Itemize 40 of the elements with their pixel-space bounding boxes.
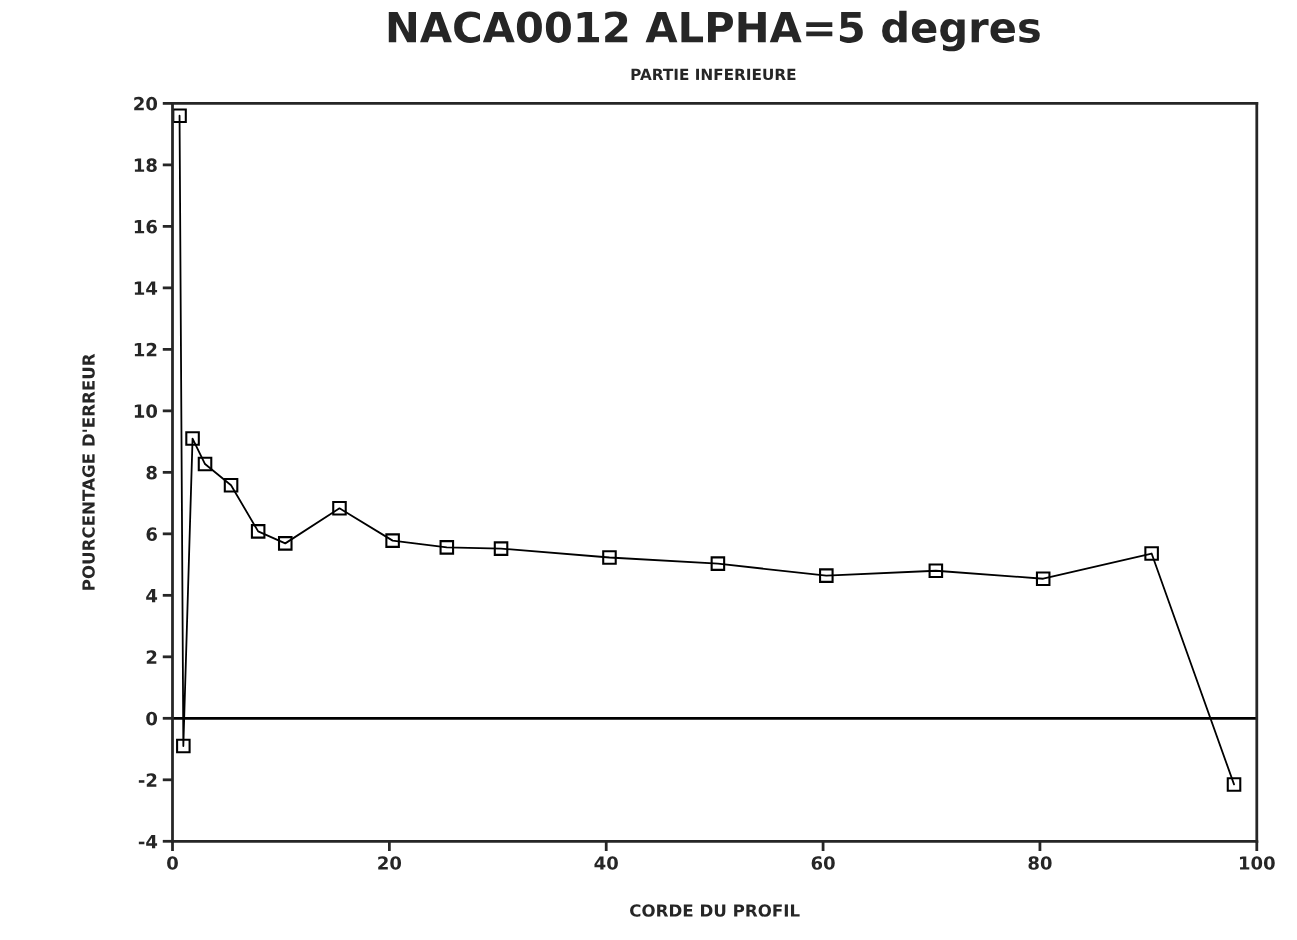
y-tick-label: 14 [134,281,158,295]
point [1035,571,1051,587]
y-tick-label: -4 [138,835,158,849]
point [439,540,455,555]
x-tick-label: 60 [811,856,835,870]
point [277,536,293,551]
point [819,568,834,583]
point [928,563,944,579]
chart-subtitle: PARTIE INFERIEURE [631,68,796,81]
y-axis-title: POURCENTAGE D'ERREUR [82,353,95,590]
x-axis-title: CORDE DU PROFIL [630,904,800,917]
y-tick-label: 2 [146,650,157,664]
y-tick-label: 18 [134,158,157,173]
x-tick-label: 20 [378,856,402,870]
y-tick-label: 8 [146,465,157,480]
point [1144,546,1159,561]
point [250,524,266,539]
point [710,556,726,571]
point [1226,777,1242,792]
x-tick-label: 100 [1239,856,1275,870]
y-tick-label: 0 [146,711,158,726]
point [185,431,200,446]
point [385,533,400,548]
chart-title: NACA0012 ALPHA=5 degres [388,10,1040,52]
point [223,477,239,493]
y-tick-label: 20 [134,96,158,111]
point [197,456,213,472]
x-tick-label: 80 [1028,856,1052,870]
y-tick-label: -2 [138,773,157,787]
y-tick-label: 4 [146,589,158,603]
y-tick-label: 10 [134,404,158,418]
point [332,501,347,516]
x-tick-label: 0 [167,856,178,870]
y-tick-label: 6 [146,527,157,541]
x-tick-label: 40 [594,856,618,870]
y-tick-label: 12 [134,342,157,357]
point [602,550,617,565]
point [176,738,191,754]
point [493,541,509,556]
y-tick-label: 16 [134,219,157,234]
